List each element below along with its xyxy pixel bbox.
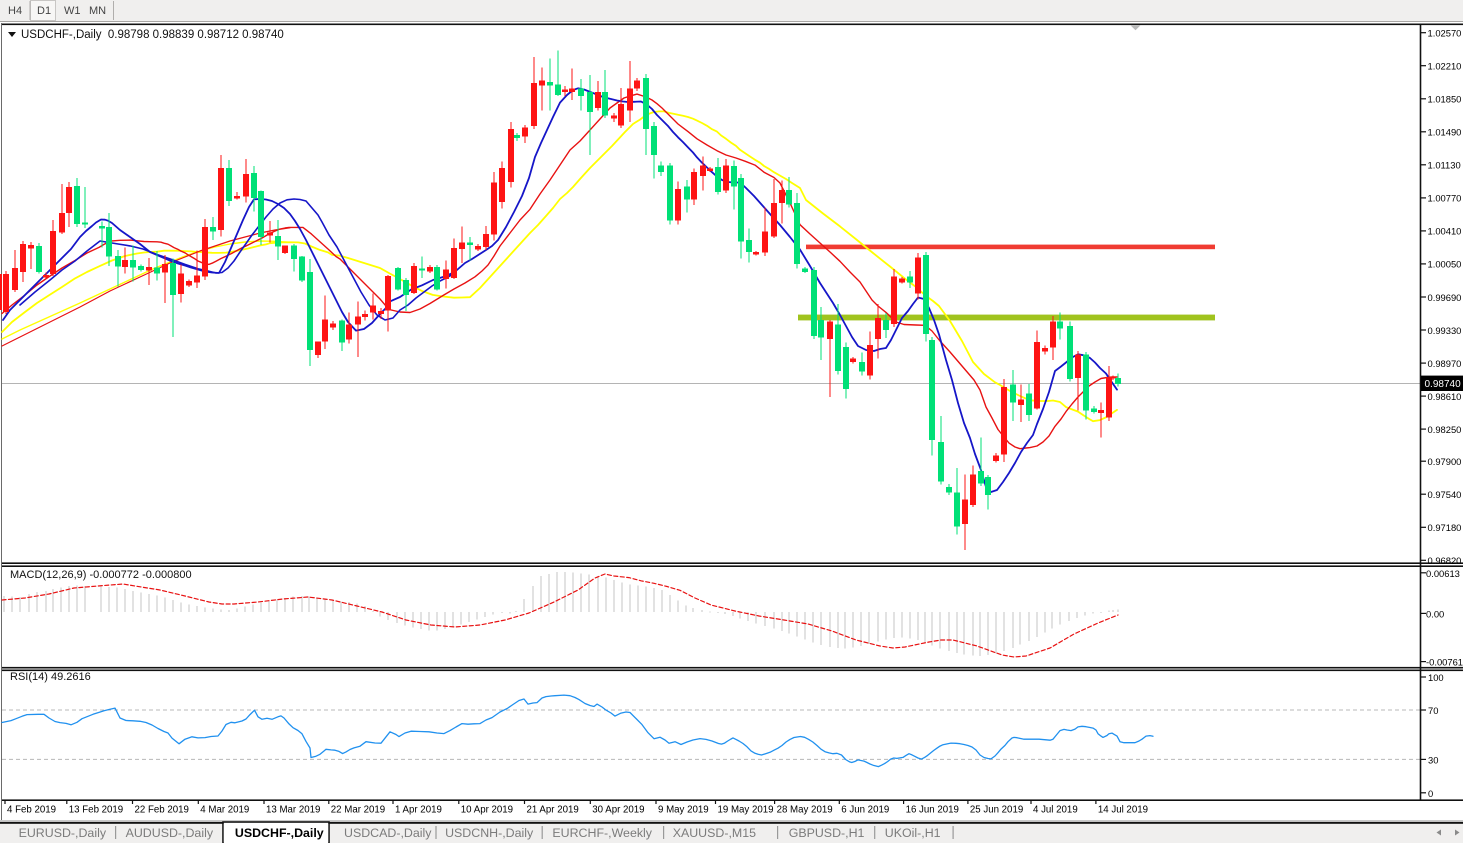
svg-text:AUDUSD-,Daily: AUDUSD-,Daily	[126, 826, 214, 840]
svg-text:D1: D1	[37, 5, 51, 17]
svg-text:-0.0076122: -0.0076122	[1426, 657, 1463, 668]
svg-text:1.01130: 1.01130	[1428, 160, 1461, 171]
svg-text:14 Jul 2019: 14 Jul 2019	[1098, 805, 1148, 816]
svg-text:30 Apr 2019: 30 Apr 2019	[592, 805, 644, 816]
svg-text:0.98610: 0.98610	[1428, 391, 1462, 402]
svg-text:USDCNH-,Daily: USDCNH-,Daily	[445, 826, 534, 840]
svg-text:USDCAD-,Daily: USDCAD-,Daily	[344, 826, 432, 840]
svg-text:25 Jun 2019: 25 Jun 2019	[970, 805, 1023, 816]
svg-text:XAUUSD-,M15: XAUUSD-,M15	[673, 826, 756, 840]
svg-text:22 Mar 2019: 22 Mar 2019	[331, 805, 385, 816]
svg-text:RSI(14) 49.2616: RSI(14) 49.2616	[10, 671, 91, 683]
svg-text:USDCHF-,Daily: USDCHF-,Daily	[235, 826, 324, 840]
svg-text:0.97900: 0.97900	[1428, 456, 1462, 467]
svg-text:10 Apr 2019: 10 Apr 2019	[461, 805, 513, 816]
svg-text:1 Apr 2019: 1 Apr 2019	[395, 805, 442, 816]
svg-text:9 May 2019: 9 May 2019	[658, 805, 709, 816]
svg-text:1.02570: 1.02570	[1428, 28, 1462, 39]
svg-text:4 Jul 2019: 4 Jul 2019	[1033, 805, 1078, 816]
svg-text:4 Mar 2019: 4 Mar 2019	[200, 805, 249, 816]
svg-text:0.98250: 0.98250	[1428, 424, 1462, 435]
svg-text:21 Apr 2019: 21 Apr 2019	[527, 805, 579, 816]
svg-text:1.00050: 1.00050	[1428, 259, 1462, 270]
svg-text:0.99330: 0.99330	[1428, 325, 1462, 336]
svg-text:0.00: 0.00	[1426, 608, 1444, 619]
svg-text:22 Feb 2019: 22 Feb 2019	[135, 805, 189, 816]
svg-text:13 Mar 2019: 13 Mar 2019	[266, 805, 320, 816]
svg-text:19 May 2019: 19 May 2019	[718, 805, 774, 816]
svg-text:6 Jun 2019: 6 Jun 2019	[841, 805, 889, 816]
svg-text:70: 70	[1428, 705, 1438, 716]
svg-text:1.01850: 1.01850	[1428, 94, 1462, 105]
svg-text:0.98970: 0.98970	[1428, 358, 1462, 369]
svg-text:4 Feb 2019: 4 Feb 2019	[7, 805, 56, 816]
svg-text:EURCHF-,Weekly: EURCHF-,Weekly	[552, 826, 652, 840]
svg-text:GBPUSD-,H1: GBPUSD-,H1	[789, 826, 865, 840]
svg-text:0.96820: 0.96820	[1428, 555, 1462, 566]
svg-text:1.02210: 1.02210	[1428, 61, 1462, 72]
svg-text:1.01490: 1.01490	[1428, 127, 1462, 138]
svg-text:0.97180: 0.97180	[1428, 522, 1462, 533]
svg-text:W1: W1	[64, 5, 81, 17]
svg-text:0: 0	[1428, 788, 1433, 799]
svg-text:30: 30	[1428, 754, 1438, 765]
svg-text:28 May 2019: 28 May 2019	[777, 805, 833, 816]
svg-text:H4: H4	[8, 5, 22, 17]
svg-text:0.99690: 0.99690	[1428, 292, 1462, 303]
svg-text:1.00770: 1.00770	[1428, 193, 1462, 204]
svg-text:UKOil-,H1: UKOil-,H1	[885, 826, 941, 840]
svg-text:0.98740: 0.98740	[1425, 379, 1462, 390]
svg-text:USDCHF-,Daily 0.98798 0.98839: USDCHF-,Daily 0.98798 0.98839 0.98712 0.…	[21, 29, 284, 41]
svg-text:MACD(12,26,9) -0.000772 -0.000: MACD(12,26,9) -0.000772 -0.000800	[10, 569, 192, 581]
svg-text:16 Jun 2019: 16 Jun 2019	[906, 805, 959, 816]
svg-text:100: 100	[1428, 672, 1444, 683]
svg-text:0.00613: 0.00613	[1426, 568, 1460, 579]
svg-text:1.00410: 1.00410	[1428, 226, 1462, 237]
svg-text:0.97540: 0.97540	[1428, 489, 1462, 500]
svg-text:EURUSD-,Daily: EURUSD-,Daily	[19, 826, 107, 840]
svg-text:13 Feb 2019: 13 Feb 2019	[69, 805, 123, 816]
svg-text:MN: MN	[89, 5, 106, 17]
